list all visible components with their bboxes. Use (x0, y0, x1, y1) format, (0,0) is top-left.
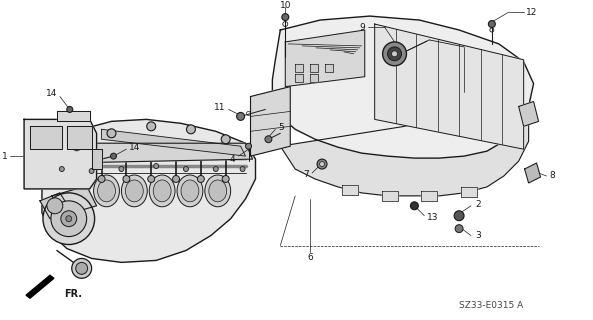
Circle shape (382, 42, 406, 66)
Text: 1: 1 (1, 152, 7, 161)
Circle shape (388, 47, 401, 61)
Polygon shape (519, 101, 538, 126)
Polygon shape (42, 119, 256, 262)
Polygon shape (422, 191, 437, 201)
Text: 13: 13 (428, 213, 439, 222)
Ellipse shape (209, 180, 227, 202)
Text: 8: 8 (550, 172, 555, 180)
Polygon shape (285, 30, 365, 87)
Text: 6: 6 (307, 253, 313, 262)
Polygon shape (295, 74, 303, 82)
Circle shape (317, 159, 327, 169)
Circle shape (119, 166, 124, 172)
Text: 7: 7 (304, 171, 309, 180)
Polygon shape (382, 191, 397, 201)
Circle shape (240, 166, 245, 172)
Text: 10: 10 (279, 1, 291, 10)
Circle shape (222, 175, 229, 182)
Polygon shape (310, 64, 318, 72)
Text: 9: 9 (359, 22, 365, 31)
Circle shape (282, 14, 289, 20)
Text: 11: 11 (214, 103, 226, 112)
Circle shape (72, 142, 81, 151)
Text: 5: 5 (278, 123, 284, 132)
Circle shape (51, 201, 87, 236)
Text: 14: 14 (46, 89, 57, 98)
Polygon shape (57, 143, 253, 163)
Polygon shape (92, 149, 101, 169)
Ellipse shape (177, 175, 203, 207)
Ellipse shape (149, 175, 175, 207)
Circle shape (47, 198, 63, 214)
Circle shape (107, 129, 116, 138)
Circle shape (183, 166, 189, 172)
Polygon shape (26, 275, 54, 298)
Circle shape (197, 175, 205, 182)
Text: SZ33-E0315 A: SZ33-E0315 A (459, 300, 524, 310)
Ellipse shape (153, 180, 171, 202)
Ellipse shape (181, 180, 199, 202)
Polygon shape (272, 16, 534, 158)
Text: 14: 14 (129, 143, 141, 152)
Polygon shape (342, 185, 358, 195)
Polygon shape (250, 87, 290, 156)
Circle shape (148, 175, 155, 182)
Circle shape (72, 259, 92, 278)
Circle shape (265, 136, 272, 143)
Circle shape (61, 211, 76, 227)
Circle shape (237, 112, 244, 120)
Circle shape (489, 20, 495, 28)
Circle shape (221, 135, 230, 144)
Circle shape (391, 51, 397, 57)
Circle shape (146, 122, 156, 131)
Circle shape (173, 175, 180, 182)
Ellipse shape (125, 180, 144, 202)
Ellipse shape (122, 175, 147, 207)
Circle shape (123, 175, 130, 182)
Polygon shape (375, 24, 524, 149)
Polygon shape (325, 64, 333, 72)
Circle shape (320, 162, 324, 166)
Ellipse shape (205, 175, 231, 207)
Polygon shape (280, 107, 528, 196)
Polygon shape (57, 111, 90, 121)
Circle shape (98, 175, 105, 182)
Text: FR.: FR. (64, 289, 82, 299)
Polygon shape (52, 186, 97, 216)
Text: 3: 3 (475, 231, 481, 240)
Circle shape (89, 169, 94, 173)
Circle shape (110, 153, 116, 159)
Polygon shape (24, 119, 97, 189)
Circle shape (455, 225, 463, 233)
Polygon shape (295, 64, 303, 72)
Circle shape (213, 166, 218, 172)
Circle shape (154, 164, 159, 169)
Circle shape (186, 125, 196, 134)
Text: 12: 12 (525, 8, 537, 17)
Ellipse shape (94, 175, 119, 207)
Polygon shape (101, 129, 246, 156)
Circle shape (76, 262, 88, 274)
Circle shape (410, 202, 419, 210)
Polygon shape (67, 126, 92, 149)
Circle shape (59, 166, 64, 172)
Polygon shape (525, 163, 541, 183)
Polygon shape (310, 74, 318, 82)
Circle shape (246, 143, 251, 149)
Ellipse shape (98, 180, 116, 202)
Circle shape (454, 211, 464, 221)
Text: 2: 2 (475, 200, 480, 209)
Circle shape (67, 107, 73, 112)
Text: 4: 4 (230, 155, 235, 164)
Polygon shape (461, 187, 477, 197)
Polygon shape (40, 193, 70, 219)
Circle shape (43, 193, 95, 244)
Circle shape (66, 216, 72, 222)
Polygon shape (30, 126, 62, 149)
